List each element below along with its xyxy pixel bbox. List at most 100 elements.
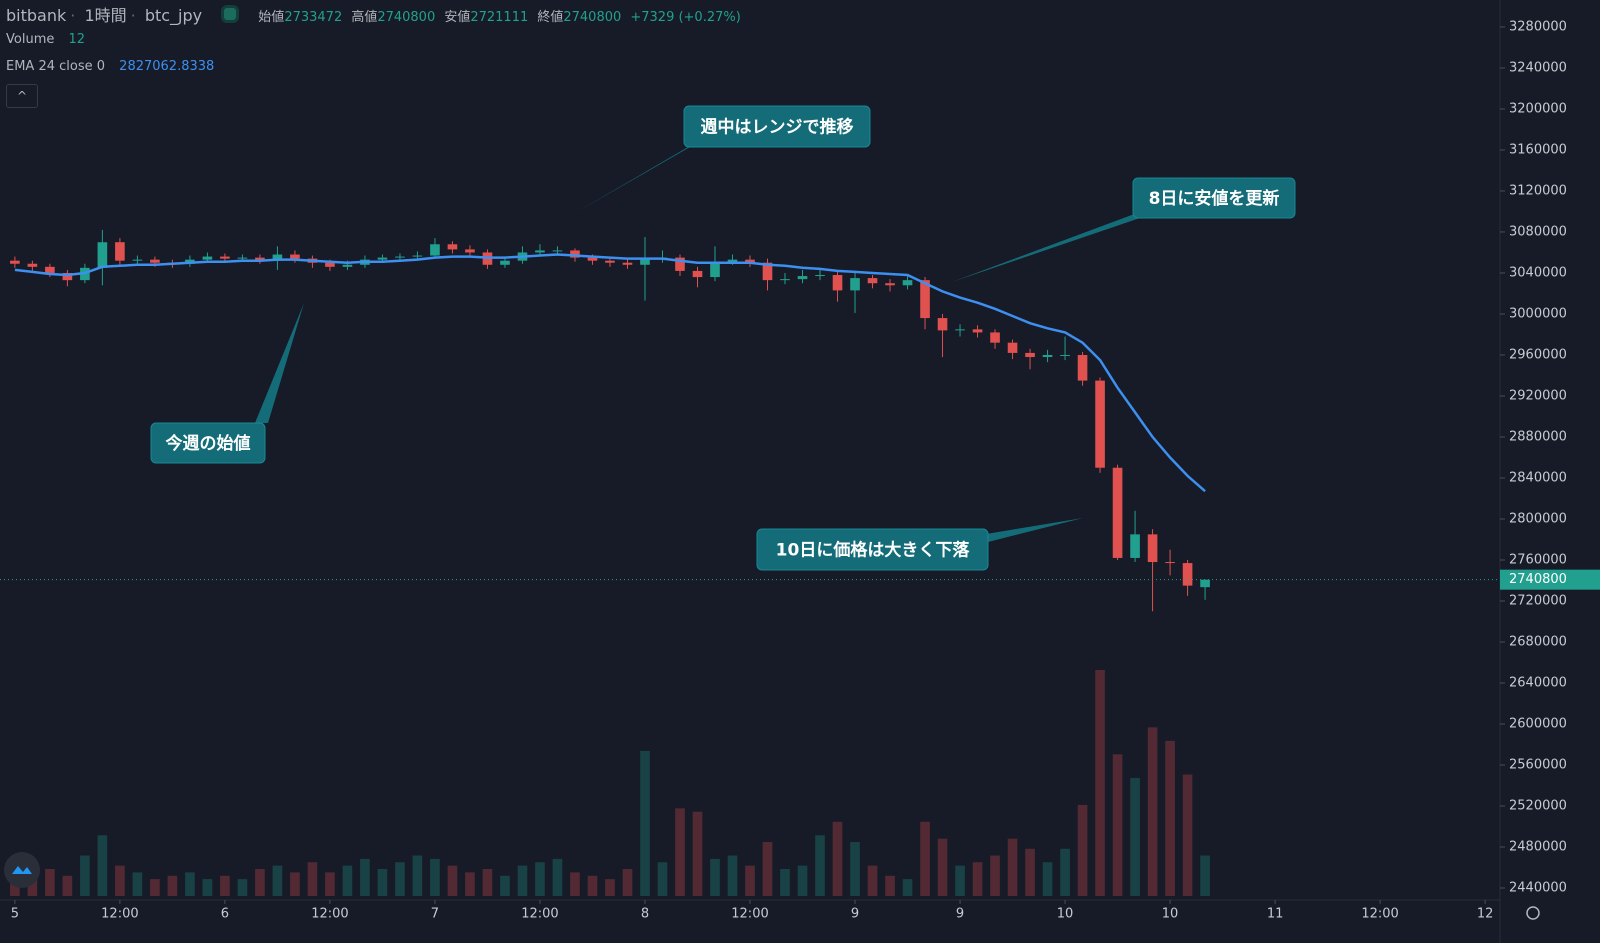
volume-bar [692,811,703,896]
candle-body [780,279,790,281]
y-tick-label: 3240000 [1509,60,1567,75]
volume-bar [990,855,1000,896]
callout-pointer [952,210,1145,282]
candle-body [1007,342,1018,353]
candle-body [815,275,825,277]
volume-bar [622,869,633,896]
candle-body [1200,579,1210,588]
candle-body [272,254,283,261]
collapse-button[interactable]: ^ [6,84,38,108]
settings-icon[interactable] [1526,906,1540,920]
status-dot [221,5,240,23]
low-label: 安値 [444,10,471,25]
volume-bar [80,855,90,896]
change: +7329 (+0.27%) [630,10,741,25]
candle-body [115,242,125,261]
open-value: 2733472 [284,10,343,25]
candle-body [237,257,248,259]
close-label: 終値 [537,10,564,25]
y-tick-label: 2560000 [1509,758,1567,773]
callout-pointer [575,140,700,213]
volume-bar [307,862,318,896]
volume-bar [500,875,510,896]
volume-bar [220,875,230,896]
candle-body [395,256,405,258]
low-value: 2721111 [470,10,529,25]
volume-bar [272,865,283,896]
callout-pointer [255,303,304,423]
volume-bar [832,821,843,896]
candle-body [1042,354,1053,358]
volume-bar [745,865,755,896]
x-tick-label: 12:00 [101,907,138,922]
volume-bar [867,865,878,896]
callout: 今週の始値 [150,303,304,464]
volume-bar [132,872,143,896]
candle-body [1130,534,1140,558]
volume-bar [587,875,598,896]
candle-body [972,329,983,333]
volume-bar [1182,774,1193,896]
candle-body [45,266,55,273]
candle-body [1077,354,1088,381]
close-value: 2740800 [563,10,622,25]
volume-bar [937,838,948,896]
last-price-tag [1500,569,1600,590]
callout-box [150,422,266,464]
volume-bar [325,872,335,896]
candle-body [1095,380,1105,468]
interval[interactable]: 1時間 [84,6,127,25]
callout-text: 今週の始値 [166,433,251,454]
logo[interactable] [4,852,40,888]
candle-body [692,270,703,278]
y-tick-label: 2920000 [1509,388,1567,403]
callout: 8日に安値を更新 [952,177,1296,282]
volume-bar [885,875,895,896]
x-tick-label: 8 [641,907,649,922]
y-tick-label: 2840000 [1509,470,1567,485]
volume-bar [535,862,545,896]
volume-bar [1147,727,1158,896]
callout: 週中はレンジで推移 [575,105,871,213]
ema-label: EMA 24 close 0 [6,59,106,74]
y-tick-label: 2720000 [1509,593,1567,608]
volume-bar [727,855,738,896]
volume-bar [657,862,668,896]
candle-body [587,257,598,261]
y-tick-label: 3280000 [1509,19,1567,34]
x-tick-label: 12:00 [1361,907,1398,922]
candle-body [710,262,720,278]
volume-value: 12 [68,32,86,47]
volume-legend: Volume 12 [6,32,89,47]
candle-body [342,264,353,267]
y-tick-label: 2800000 [1509,511,1567,526]
callout-text: 10日に価格は大きく下落 [776,540,971,561]
callout: 10日に価格は大きく下落 [756,518,1083,571]
volume-bar [45,869,55,896]
exchange: bitbank [6,6,67,25]
volume-bar [150,879,160,896]
y-tick-label: 2680000 [1509,634,1567,649]
x-tick-label: 6 [221,907,229,922]
candle-body [797,276,808,280]
volume-bar [185,872,195,896]
volume-bar [377,869,388,896]
volume-bar [1112,754,1123,896]
candle-body [920,280,930,319]
logo-icon [12,866,32,874]
volume-bar [815,835,825,896]
y-tick-label: 2520000 [1509,799,1567,814]
candle-body [832,275,843,291]
volume-bar [97,835,108,896]
symbol-header: bitbank · 1時間 · btc_jpy 始値2733472 高値274080… [6,5,741,25]
candle-body [570,250,580,258]
symbol[interactable]: btc_jpy [144,6,203,25]
candle-body [290,254,300,259]
y-tick-label: 2440000 [1509,881,1567,896]
candle-body [220,256,230,259]
volume-bar [395,862,405,896]
volume-bar [920,821,930,896]
volume-bar [902,879,913,896]
callout-text: 8日に安値を更新 [1149,188,1280,209]
